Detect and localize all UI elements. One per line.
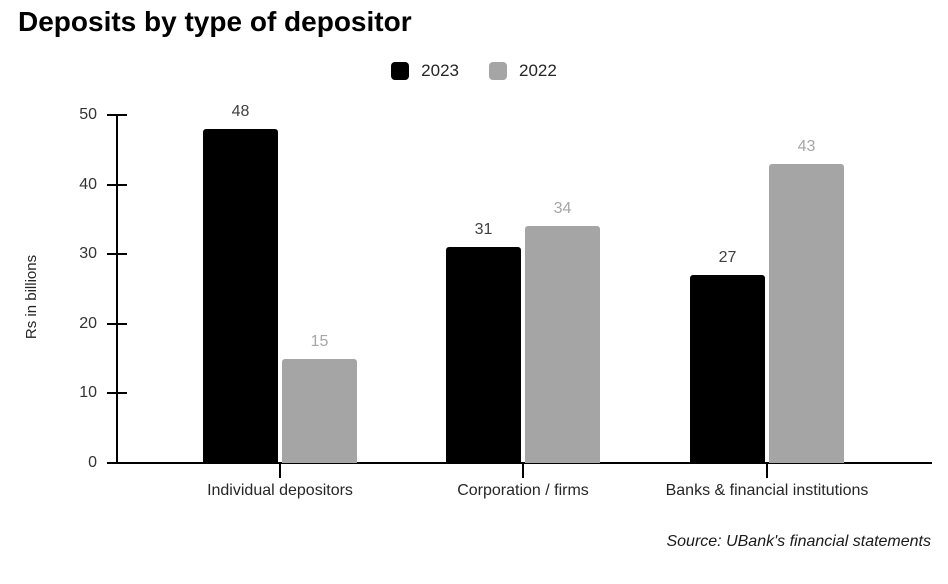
legend-item-2022: 2022 (489, 61, 557, 81)
bar-value-label: 34 (553, 200, 572, 217)
bar-value-label: 43 (797, 138, 816, 155)
bar-value-label: 31 (474, 221, 493, 238)
y-tick-label: 20 (79, 315, 97, 332)
y-tick-label: 30 (79, 245, 97, 262)
legend-item-2023: 2023 (391, 61, 459, 81)
x-axis-label: Banks & financial institutions (665, 482, 869, 499)
y-tick (107, 184, 127, 186)
y-tick (107, 114, 127, 116)
bar-2022 (525, 226, 600, 463)
source-note: Source: UBank's financial statements (666, 533, 931, 550)
y-tick-label: 50 (79, 106, 97, 123)
legend: 2023 2022 (0, 61, 948, 81)
x-axis-label: Corporation / firms (457, 482, 589, 499)
bar-value-label: 27 (718, 249, 737, 266)
legend-swatch-2023 (391, 62, 410, 80)
y-tick (107, 392, 127, 394)
x-tick (279, 462, 281, 478)
bar-value-label: 15 (310, 333, 329, 350)
y-tick (107, 253, 127, 255)
y-tick-label: 10 (79, 384, 97, 401)
bar-2023 (203, 129, 278, 463)
legend-swatch-2022 (489, 62, 507, 80)
y-tick-label: 0 (88, 454, 97, 471)
bar-2023 (690, 275, 765, 463)
legend-label-2022: 2022 (519, 61, 557, 80)
y-tick-label: 40 (79, 176, 97, 193)
bar-2022 (282, 359, 357, 463)
y-tick (107, 323, 127, 325)
x-axis-line (107, 462, 932, 464)
bar-value-label: 48 (231, 103, 250, 120)
bar-2023 (446, 247, 521, 463)
chart-title: Deposits by type of depositor (18, 6, 412, 37)
x-tick (522, 462, 524, 478)
bar-2022 (769, 164, 844, 463)
x-tick (766, 462, 768, 478)
x-axis-label: Individual depositors (207, 482, 353, 499)
y-tick (107, 462, 127, 464)
y-axis-line (116, 114, 118, 463)
legend-label-2023: 2023 (421, 61, 459, 80)
